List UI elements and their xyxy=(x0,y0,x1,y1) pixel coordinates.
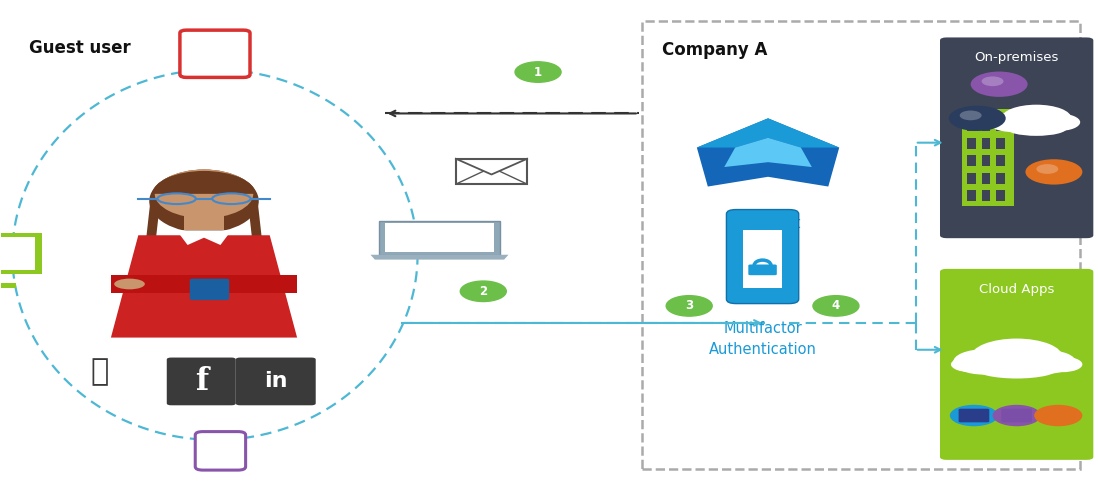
Bar xyxy=(111,275,298,293)
Text: Cloud Apps: Cloud Apps xyxy=(979,283,1054,295)
Circle shape xyxy=(666,295,713,316)
Circle shape xyxy=(960,111,982,120)
Bar xyxy=(967,120,976,131)
Bar xyxy=(0,283,15,288)
Circle shape xyxy=(993,405,1041,426)
FancyBboxPatch shape xyxy=(1043,409,1074,422)
Circle shape xyxy=(949,106,1006,131)
Polygon shape xyxy=(697,118,839,147)
Bar xyxy=(0,233,43,274)
FancyBboxPatch shape xyxy=(749,265,776,275)
Bar xyxy=(982,120,990,131)
Text: 👥: 👥 xyxy=(91,357,109,386)
Circle shape xyxy=(950,405,998,426)
Bar xyxy=(996,138,1005,148)
Bar xyxy=(184,211,224,230)
Ellipse shape xyxy=(1043,357,1083,372)
Ellipse shape xyxy=(988,113,1037,132)
Bar xyxy=(967,173,976,184)
FancyBboxPatch shape xyxy=(940,37,1094,238)
Circle shape xyxy=(460,281,506,301)
Circle shape xyxy=(1034,405,1083,426)
Bar xyxy=(967,155,976,166)
FancyBboxPatch shape xyxy=(195,432,246,470)
Ellipse shape xyxy=(1001,105,1072,132)
Bar xyxy=(0,237,35,270)
Text: Microsoft
Entra ID: Microsoft Entra ID xyxy=(735,216,802,252)
Ellipse shape xyxy=(155,170,254,218)
Bar xyxy=(996,191,1005,201)
Circle shape xyxy=(813,295,859,316)
FancyBboxPatch shape xyxy=(180,30,250,77)
Bar xyxy=(384,223,494,252)
Bar xyxy=(967,191,976,201)
Bar xyxy=(642,21,1080,469)
Bar xyxy=(996,120,1005,131)
Ellipse shape xyxy=(953,349,1015,374)
FancyArrowPatch shape xyxy=(253,199,258,252)
FancyBboxPatch shape xyxy=(190,279,229,300)
Bar xyxy=(982,155,990,166)
Bar xyxy=(982,138,990,148)
FancyBboxPatch shape xyxy=(1001,409,1032,422)
Circle shape xyxy=(1026,159,1083,185)
Polygon shape xyxy=(379,220,500,255)
FancyBboxPatch shape xyxy=(727,210,798,304)
Ellipse shape xyxy=(1006,120,1067,136)
Ellipse shape xyxy=(1037,114,1080,131)
Ellipse shape xyxy=(1019,350,1076,374)
Polygon shape xyxy=(725,138,811,167)
Polygon shape xyxy=(370,255,508,260)
FancyArrowPatch shape xyxy=(149,199,156,252)
Text: On-premises: On-premises xyxy=(974,51,1058,64)
Polygon shape xyxy=(697,118,839,187)
Polygon shape xyxy=(111,235,298,338)
Text: 2: 2 xyxy=(479,285,488,298)
Circle shape xyxy=(982,76,1004,86)
Bar xyxy=(982,191,990,201)
Bar xyxy=(996,173,1005,184)
Text: 3: 3 xyxy=(685,299,693,313)
Circle shape xyxy=(1037,164,1058,174)
Bar xyxy=(967,138,976,148)
Circle shape xyxy=(971,72,1028,97)
Text: 1: 1 xyxy=(534,66,542,78)
Text: 4: 4 xyxy=(832,299,840,313)
Ellipse shape xyxy=(149,170,259,233)
Text: Company A: Company A xyxy=(662,41,768,59)
Bar xyxy=(996,155,1005,166)
Bar xyxy=(456,159,527,184)
FancyBboxPatch shape xyxy=(959,409,989,422)
Text: f: f xyxy=(194,366,208,397)
Text: Multifactor
Authentication: Multifactor Authentication xyxy=(708,321,817,357)
Ellipse shape xyxy=(975,359,1058,378)
Wedge shape xyxy=(153,171,256,194)
Text: Guest user: Guest user xyxy=(29,39,131,57)
Bar xyxy=(743,230,782,289)
FancyBboxPatch shape xyxy=(236,358,316,405)
Bar xyxy=(962,109,1015,206)
FancyBboxPatch shape xyxy=(167,358,236,405)
Ellipse shape xyxy=(951,357,990,372)
Ellipse shape xyxy=(971,339,1063,375)
Text: in: in xyxy=(265,371,288,392)
FancyBboxPatch shape xyxy=(940,269,1094,460)
Bar xyxy=(982,173,990,184)
Circle shape xyxy=(515,62,561,82)
Polygon shape xyxy=(177,230,232,245)
Ellipse shape xyxy=(114,279,145,289)
